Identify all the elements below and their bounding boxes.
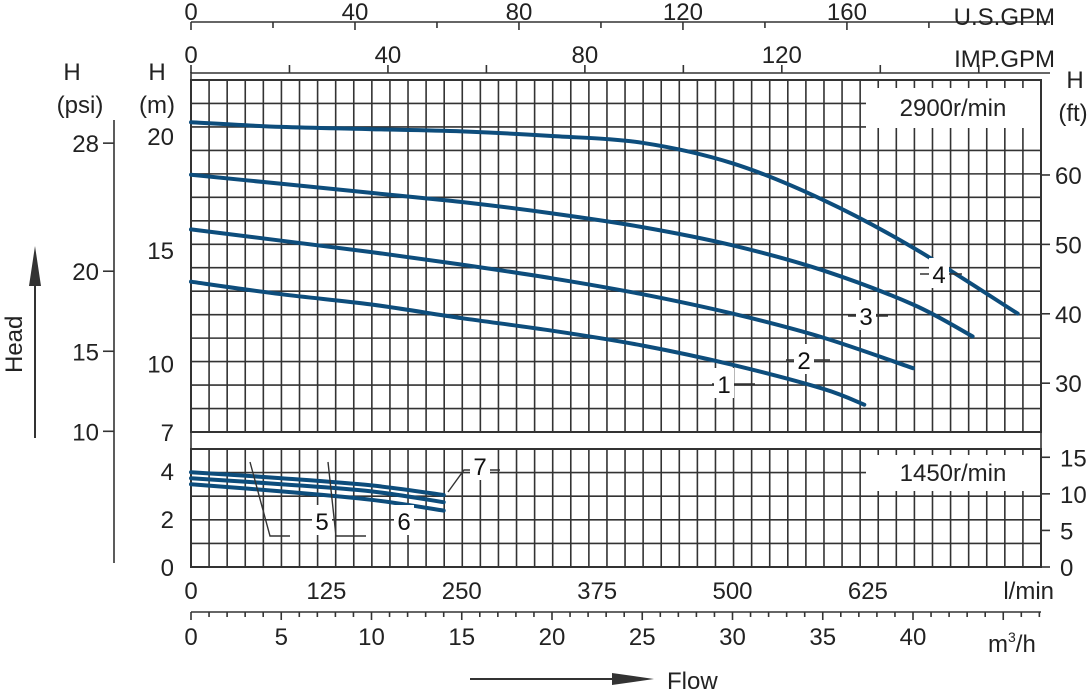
curve-7-label-bg xyxy=(470,450,490,480)
head-m-label-bottom: (m) xyxy=(139,92,175,119)
lmin-tick-label: 500 xyxy=(712,578,752,605)
curve-6-leader xyxy=(327,461,366,537)
head-m-label-top: H xyxy=(148,59,165,86)
curve-6-label: 6 xyxy=(397,509,410,536)
lmin-tick-label: 0 xyxy=(184,578,197,605)
head-psi-label-top: H xyxy=(63,59,80,86)
head-ft-label-top: H xyxy=(1066,67,1083,94)
curve-4-label-bg xyxy=(929,258,949,288)
head-m-tick-label: 2 xyxy=(161,507,174,534)
curve-6-label-bg xyxy=(394,505,414,535)
curve-5-label-bg xyxy=(312,505,332,535)
m3h-tick-label: 35 xyxy=(809,624,836,651)
flow-arrow-head xyxy=(612,673,654,685)
m3h-tick-label: 20 xyxy=(539,624,566,651)
curve-6-line xyxy=(189,476,446,505)
curve-2-label: 2 xyxy=(797,348,810,375)
speed-label-2900: 2900r/min xyxy=(900,95,1007,122)
lmin-tick-label: 250 xyxy=(442,578,482,605)
lmin-tick-label: 375 xyxy=(577,578,617,605)
curve-1-label-bg xyxy=(714,368,734,398)
imp-gpm-tick-label: 120 xyxy=(762,42,802,69)
curve-7-label: 7 xyxy=(473,454,486,481)
m3h-tick-label: 10 xyxy=(358,624,385,651)
head-ft-tick-label: 30 xyxy=(1055,371,1082,398)
m3h-tick-label: 40 xyxy=(900,624,927,651)
speed-label-2900-bg xyxy=(866,88,1040,128)
head-m-tick-label: 0 xyxy=(161,555,174,582)
curve-3-line xyxy=(189,172,975,339)
head-ft-tick-label: 0 xyxy=(1060,555,1073,582)
lmin-tick-label: 125 xyxy=(306,578,346,605)
m3h-tick-label: 0 xyxy=(184,624,197,651)
upper-panel-frame xyxy=(190,79,1042,433)
head-ft-tick-label: 15 xyxy=(1060,445,1087,472)
curve-5-label: 5 xyxy=(315,509,328,536)
imp-gpm-unit: IMP.GPM xyxy=(954,46,1055,73)
head-psi-label-bottom: (psi) xyxy=(57,92,104,119)
curve-3-label: 3 xyxy=(859,304,872,331)
m3h-tick-label: 5 xyxy=(275,624,288,651)
curve-2-line xyxy=(189,227,915,371)
curve-2-label-bg xyxy=(794,344,814,374)
head-ft-label-bottom: (ft) xyxy=(1058,100,1087,127)
head-ft-tick-label: 5 xyxy=(1060,518,1073,545)
m3h-tick-label: 30 xyxy=(719,624,746,651)
head-m-tick-label: 15 xyxy=(147,238,174,265)
imp-gpm-tick-label: 40 xyxy=(375,42,402,69)
us-gpm-tick-label: 40 xyxy=(342,0,369,26)
flow-axis-label: Flow xyxy=(667,668,718,691)
head-axis-label: Head xyxy=(1,316,28,373)
curve-4-line xyxy=(189,120,1020,316)
curve-1-line xyxy=(189,279,867,407)
head-ft-tick-label: 60 xyxy=(1055,163,1082,190)
us-gpm-tick-label: 80 xyxy=(506,0,533,26)
curve-3-label-bg xyxy=(856,300,876,330)
m3h-unit: m3/h xyxy=(988,629,1036,658)
head-ft-tick-label: 10 xyxy=(1060,482,1087,509)
imp-gpm-tick-label: 80 xyxy=(572,42,599,69)
imp-gpm-tick-label: 0 xyxy=(184,42,197,69)
head-m-tick-label: 4 xyxy=(161,459,174,486)
m3h-tick-label: 25 xyxy=(629,624,656,651)
lmin-unit: l/min xyxy=(1003,578,1054,605)
us-gpm-tick-label: 0 xyxy=(184,0,197,26)
head-psi-tick-label: 28 xyxy=(72,131,99,158)
speed-label-1450-bg xyxy=(866,455,1040,491)
head-psi-tick-label: 20 xyxy=(72,259,99,286)
speed-label-1450: 1450r/min xyxy=(900,460,1007,487)
m3h-tick-label: 15 xyxy=(448,624,475,651)
head-ft-tick-label: 40 xyxy=(1055,302,1082,329)
lmin-tick-label: 625 xyxy=(848,578,888,605)
curve-7-line xyxy=(189,470,446,497)
chart-curves: 1 2 3 4 5 6 7 xyxy=(189,120,1020,537)
head-m-tick-label: 10 xyxy=(147,352,174,379)
curve-5-leader xyxy=(249,461,290,537)
us-gpm-unit: U.S.GPM xyxy=(954,4,1055,31)
head-psi-tick-label: 15 xyxy=(72,339,99,366)
curve-1-label: 1 xyxy=(717,372,730,399)
head-m-tick-label: 20 xyxy=(147,124,174,151)
head-psi-tick-label: 10 xyxy=(72,419,99,446)
us-gpm-tick-label: 120 xyxy=(663,0,703,26)
head-ft-tick-label: 50 xyxy=(1055,232,1082,259)
head-arrow-head xyxy=(29,246,41,286)
curve-4-label: 4 xyxy=(932,262,945,289)
head-m-tick-label: 7 xyxy=(161,420,174,447)
us-gpm-tick-label: 160 xyxy=(827,0,867,26)
